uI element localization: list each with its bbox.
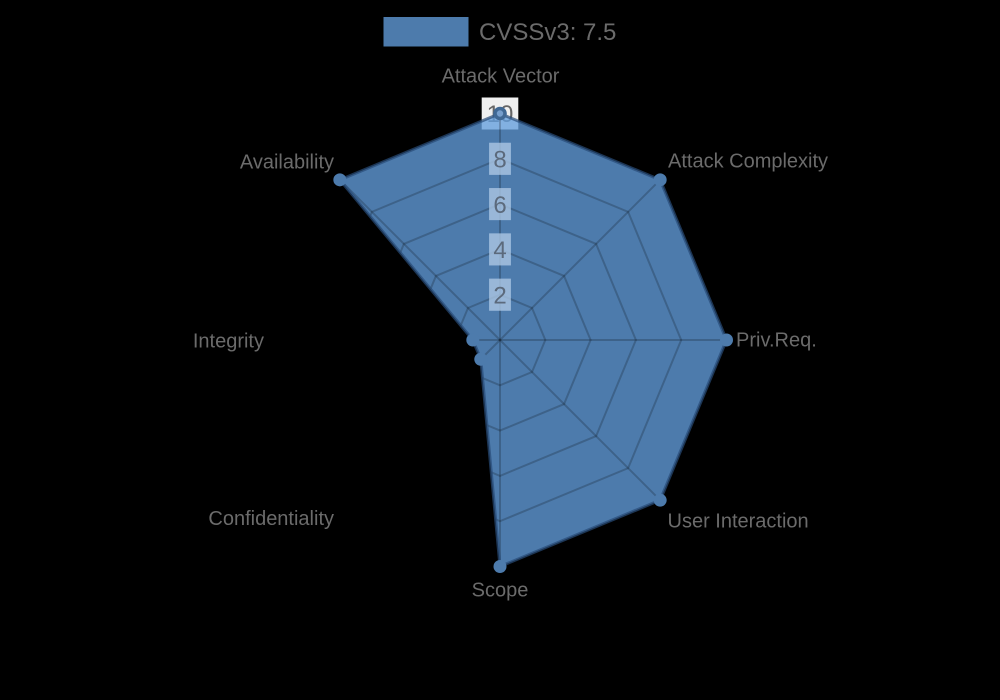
svg-text:CVSSv3: 7.5: CVSSv3: 7.5	[479, 19, 616, 46]
svg-text:Integrity: Integrity	[193, 331, 264, 353]
svg-text:2: 2	[493, 282, 506, 309]
svg-text:Attack Complexity: Attack Complexity	[668, 151, 828, 173]
svg-text:Priv.Req.: Priv.Req.	[736, 329, 817, 351]
svg-text:Availability: Availability	[240, 151, 334, 173]
svg-text:Scope: Scope	[472, 579, 529, 601]
svg-text:Attack Vector: Attack Vector	[442, 66, 560, 88]
svg-text:Confidentiality: Confidentiality	[208, 508, 334, 530]
svg-text:6: 6	[493, 192, 506, 219]
svg-text:4: 4	[493, 237, 506, 264]
svg-text:8: 8	[493, 147, 506, 174]
svg-text:User Interaction: User Interaction	[668, 510, 809, 532]
